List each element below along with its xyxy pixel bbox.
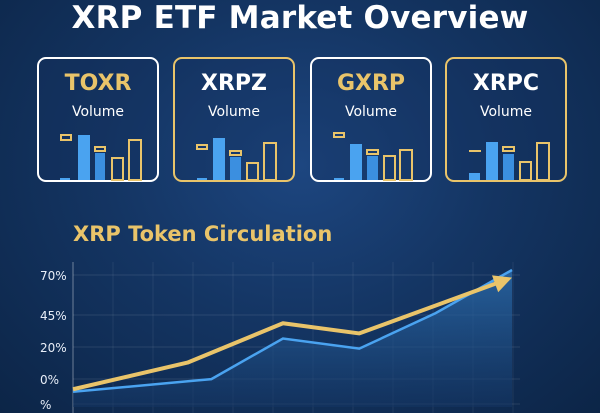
etf-card-gxrp[interactable]: GXRP Volume <box>310 57 432 182</box>
y-tick-label: % <box>40 398 52 412</box>
etf-card-xrpz[interactable]: XRPZ Volume <box>173 57 295 182</box>
card-subtitle: Volume <box>71 104 125 120</box>
chart-title: XRP Token Circulation <box>73 222 333 246</box>
page-title: XRP ETF Market Overview <box>71 0 529 36</box>
series-line-gold <box>72 279 502 392</box>
trend-arrow-head <box>492 275 512 293</box>
y-tick-label: 0% <box>40 373 60 387</box>
volume-bars-icon <box>333 132 413 181</box>
card-subtitle: Volume <box>479 104 533 120</box>
etf-card-xrpc[interactable]: XRPC Volume <box>445 57 567 182</box>
series-area-fill <box>73 270 512 407</box>
card-subtitle: Volume <box>207 104 261 120</box>
volume-bars-icon <box>469 142 550 181</box>
series-line-blue <box>72 268 513 394</box>
volume-bars-icon <box>196 138 277 181</box>
card-ticker: XRPC <box>472 71 540 96</box>
y-tick-label: 45% <box>40 309 67 323</box>
y-tick-label: 70% <box>40 269 67 283</box>
volume-bars-icon <box>60 134 142 181</box>
card-ticker: TOXR <box>64 71 132 96</box>
card-ticker: GXRP <box>336 71 406 96</box>
etf-card-toxr[interactable]: TOXR Volume <box>37 57 159 182</box>
card-ticker: XRPZ <box>201 71 267 96</box>
y-tick-label: 20% <box>40 341 67 355</box>
card-subtitle: Volume <box>344 104 398 120</box>
